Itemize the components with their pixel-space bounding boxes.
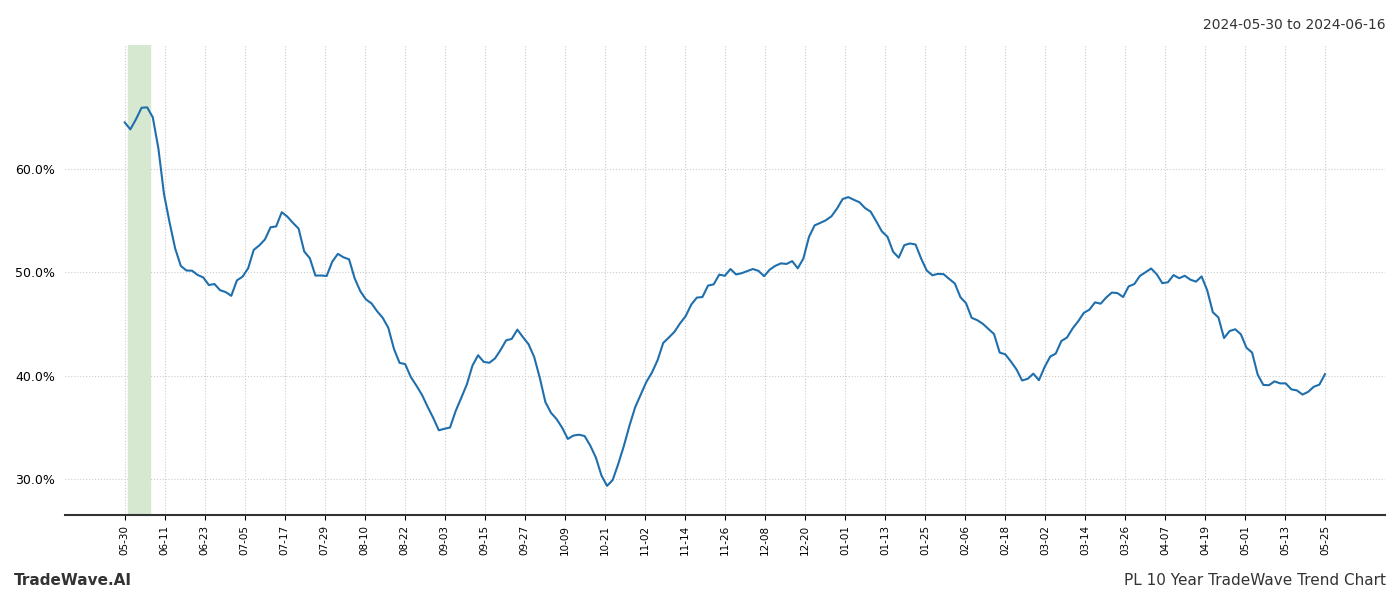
Text: PL 10 Year TradeWave Trend Chart: PL 10 Year TradeWave Trend Chart xyxy=(1124,573,1386,588)
Text: 2024-05-30 to 2024-06-16: 2024-05-30 to 2024-06-16 xyxy=(1204,18,1386,32)
Bar xyxy=(127,45,150,515)
Text: TradeWave.AI: TradeWave.AI xyxy=(14,573,132,588)
